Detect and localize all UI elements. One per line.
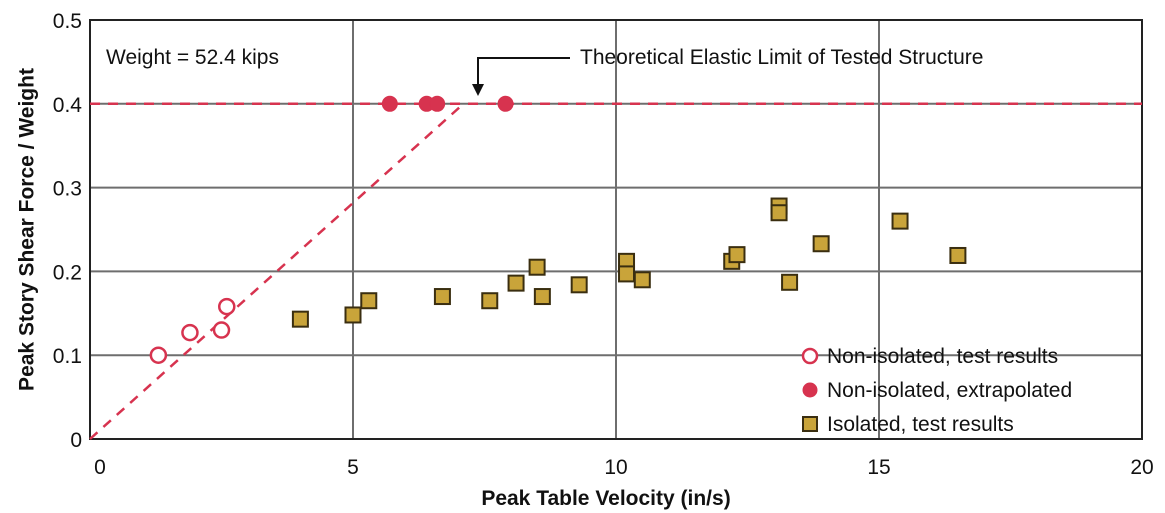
data-point bbox=[633, 271, 651, 289]
data-point bbox=[181, 323, 199, 342]
y-tick-label: 0.3 bbox=[53, 178, 82, 201]
data-point bbox=[212, 321, 231, 339]
elastic-trend-line bbox=[89, 102, 465, 440]
annotations: Weight = 52.4 kips Theoretical Elastic L… bbox=[106, 46, 983, 96]
y-tick-label: 0 bbox=[70, 429, 82, 452]
legend-marker bbox=[802, 416, 818, 432]
plot-frame bbox=[89, 19, 1143, 440]
data-point bbox=[528, 258, 546, 276]
data-point bbox=[533, 288, 551, 306]
x-tick-label: 10 bbox=[604, 456, 627, 479]
x-tick-label: 15 bbox=[867, 456, 890, 479]
y-tick-label: 0.1 bbox=[53, 345, 82, 368]
data-point bbox=[507, 274, 525, 292]
data-point bbox=[429, 95, 446, 112]
data-point bbox=[497, 95, 514, 112]
elastic-limit-annotation: Theoretical Elastic Limit of Tested Stru… bbox=[580, 46, 983, 69]
y-tick-label: 0.2 bbox=[53, 261, 82, 284]
x-axis-title: Peak Table Velocity (in/s) bbox=[481, 487, 730, 510]
data-point bbox=[149, 346, 168, 364]
legend-label: Non-isolated, extrapolated bbox=[827, 379, 1072, 402]
x-tick-label: 0 bbox=[94, 456, 106, 479]
data-point bbox=[618, 265, 636, 283]
legend: Non-isolated, test results Non-isolated, … bbox=[801, 345, 1072, 436]
y-axis-title: Peak Story Shear Force / Weight bbox=[16, 68, 39, 391]
data-point bbox=[481, 292, 499, 310]
y-tick-label: 0.4 bbox=[53, 94, 83, 117]
reference-lines bbox=[89, 102, 1142, 440]
data-point bbox=[218, 297, 236, 316]
legend-label: Non-isolated, test results bbox=[827, 345, 1058, 368]
elastic-limit-arrow-icon bbox=[477, 57, 570, 84]
legend-marker bbox=[801, 347, 819, 365]
weight-annotation: Weight = 52.4 kips bbox=[106, 46, 279, 69]
legend-marker bbox=[802, 382, 818, 398]
x-tick-label: 5 bbox=[347, 456, 359, 479]
legend-label: Isolated, test results bbox=[827, 413, 1014, 436]
arrowhead-icon bbox=[472, 84, 484, 96]
data-point bbox=[381, 95, 398, 112]
data-point bbox=[433, 288, 451, 306]
data-point bbox=[360, 292, 378, 310]
data-points bbox=[149, 95, 967, 364]
data-point bbox=[949, 246, 967, 264]
data-point bbox=[812, 235, 830, 253]
data-point bbox=[781, 273, 799, 291]
data-point bbox=[291, 310, 309, 328]
data-point bbox=[891, 212, 909, 230]
data-point bbox=[728, 246, 746, 264]
data-point bbox=[570, 276, 588, 294]
y-tick-label: 0.5 bbox=[53, 10, 82, 33]
grid-lines bbox=[90, 20, 1142, 439]
data-point bbox=[770, 204, 788, 222]
data-point bbox=[344, 306, 362, 324]
x-tick-label: 20 bbox=[1130, 456, 1153, 479]
tick-labels: 0 5 10 15 20 0 0.1 0.2 0.3 0.4 0.5 bbox=[53, 10, 1154, 479]
